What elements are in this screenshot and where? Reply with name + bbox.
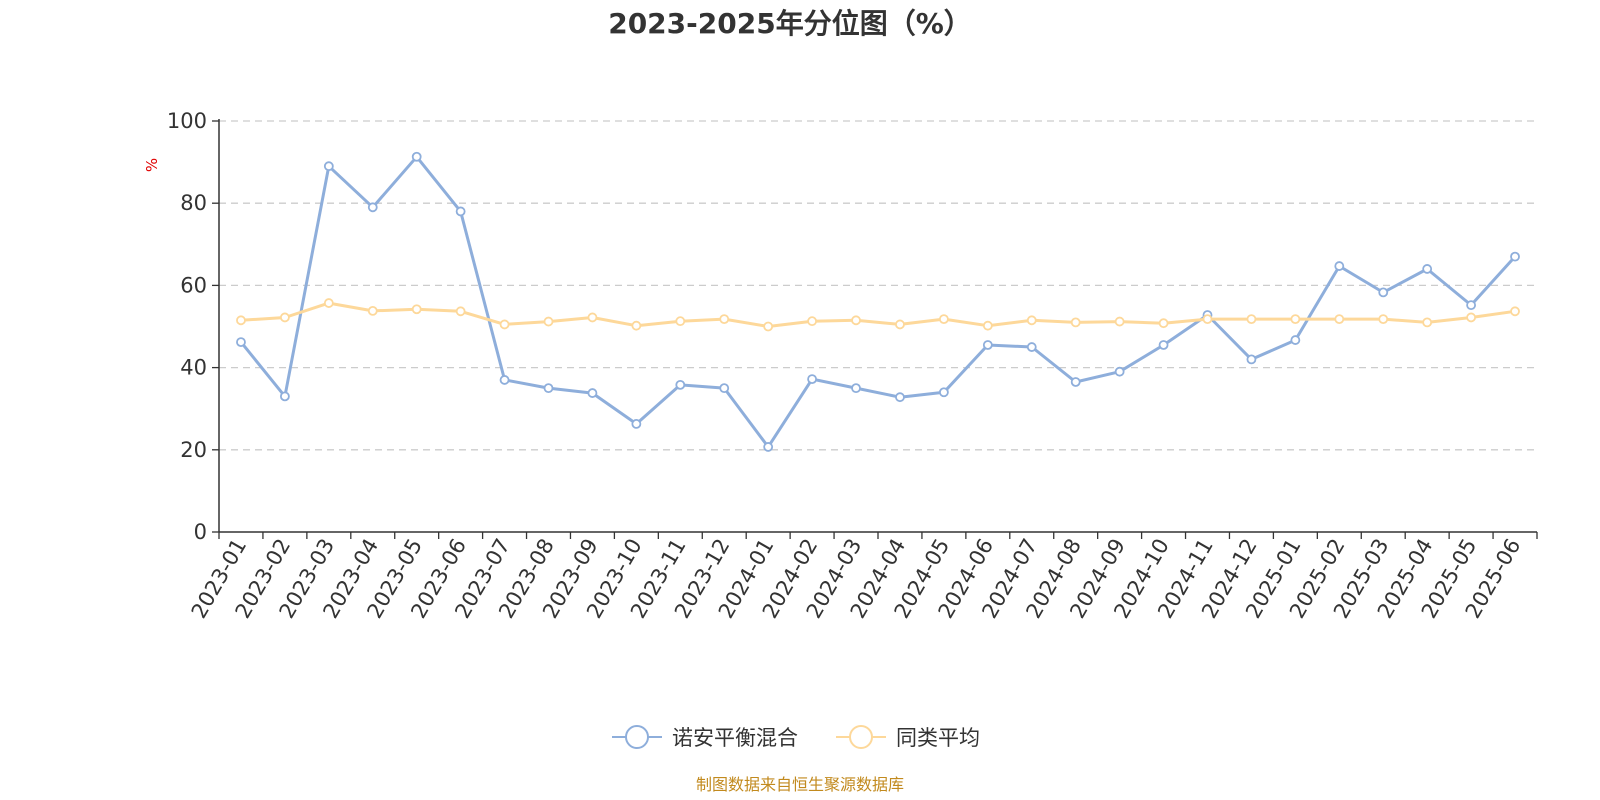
data-point[interactable]: [631, 419, 642, 429]
data-point[interactable]: [851, 383, 861, 394]
data-point[interactable]: [719, 383, 730, 394]
legend-item-1[interactable]: 同类平均: [836, 725, 980, 750]
data-point[interactable]: [1510, 251, 1520, 262]
y-tick-label: 100: [167, 109, 207, 133]
data-point[interactable]: [675, 316, 686, 327]
data-point[interactable]: [1334, 261, 1345, 271]
data-point[interactable]: [587, 388, 598, 398]
legend-item-0[interactable]: 诺安平衡混合: [612, 725, 798, 750]
data-point[interactable]: [807, 316, 817, 327]
data-point[interactable]: [323, 298, 334, 308]
data-point[interactable]: [411, 151, 422, 162]
data-point[interactable]: [939, 387, 949, 398]
series-line-0: [239, 155, 1517, 449]
legend-label: 同类平均: [896, 726, 980, 750]
y-tick-labels: 0 20 40 60 80 100: [167, 109, 207, 544]
data-point[interactable]: [895, 319, 905, 330]
data-point[interactable]: [499, 375, 510, 385]
x-tick-labels: 2023-012023-022023-032023-042023-052023-…: [187, 534, 1526, 622]
data-point[interactable]: [411, 304, 422, 315]
data-point[interactable]: [236, 337, 246, 348]
data-point[interactable]: [1026, 342, 1037, 352]
data-point[interactable]: [807, 374, 817, 385]
data-point[interactable]: [1466, 312, 1476, 323]
data-point[interactable]: [1290, 335, 1301, 345]
chart-title: 2023-2025年分位图（%）: [608, 7, 972, 40]
data-point[interactable]: [1422, 317, 1433, 328]
data-point[interactable]: [1246, 314, 1257, 325]
data-point[interactable]: [1466, 300, 1476, 311]
data-point[interactable]: [1290, 314, 1301, 325]
data-point[interactable]: [631, 320, 642, 331]
data-point[interactable]: [367, 305, 378, 316]
data-point[interactable]: [1070, 377, 1081, 387]
data-point[interactable]: [1422, 264, 1433, 274]
data-point[interactable]: [1510, 306, 1520, 317]
data-point[interactable]: [455, 306, 466, 317]
source-note: 制图数据来自恒生聚源数据库: [696, 775, 904, 794]
y-tick-label: 40: [180, 356, 207, 380]
data-point[interactable]: [323, 161, 334, 172]
data-point[interactable]: [1246, 354, 1257, 365]
data-point[interactable]: [279, 391, 290, 402]
data-point[interactable]: [1202, 314, 1213, 325]
data-point[interactable]: [895, 392, 905, 403]
data-point[interactable]: [1378, 314, 1389, 325]
data-point[interactable]: [367, 202, 378, 213]
data-point[interactable]: [675, 379, 686, 390]
y-axis-unit: %: [143, 158, 161, 172]
y-tick-label: 20: [180, 438, 207, 462]
y-tick-label: 80: [180, 191, 207, 215]
data-point[interactable]: [719, 314, 730, 325]
data-point[interactable]: [982, 320, 993, 331]
data-point[interactable]: [1378, 287, 1389, 298]
series-lines: [236, 151, 1520, 452]
data-point[interactable]: [763, 442, 774, 452]
data-point[interactable]: [1158, 318, 1169, 329]
data-point[interactable]: [455, 206, 466, 217]
data-point[interactable]: [587, 312, 598, 323]
grid-lines: [219, 120, 1537, 451]
data-point[interactable]: [1114, 316, 1125, 327]
data-point[interactable]: [543, 316, 554, 327]
data-point[interactable]: [1026, 315, 1037, 326]
data-point[interactable]: [1334, 314, 1345, 325]
y-tick-label: 60: [180, 273, 207, 297]
legend-marker: [849, 725, 873, 749]
data-point[interactable]: [982, 340, 993, 350]
data-point[interactable]: [1070, 317, 1081, 328]
data-point[interactable]: [1114, 366, 1125, 377]
legend[interactable]: 诺安平衡混合 同类平均: [612, 725, 980, 750]
data-point[interactable]: [851, 315, 861, 326]
data-point[interactable]: [939, 314, 949, 325]
data-point[interactable]: [499, 319, 510, 330]
axes: [212, 119, 1538, 539]
data-point[interactable]: [279, 312, 290, 323]
legend-label: 诺安平衡混合: [672, 726, 798, 750]
data-point[interactable]: [543, 383, 554, 394]
legend-marker: [625, 725, 649, 749]
data-point[interactable]: [236, 315, 246, 326]
y-tick-label: 0: [194, 520, 207, 544]
series-line-1: [240, 301, 1516, 328]
data-point[interactable]: [763, 321, 774, 332]
data-point[interactable]: [1158, 340, 1169, 350]
